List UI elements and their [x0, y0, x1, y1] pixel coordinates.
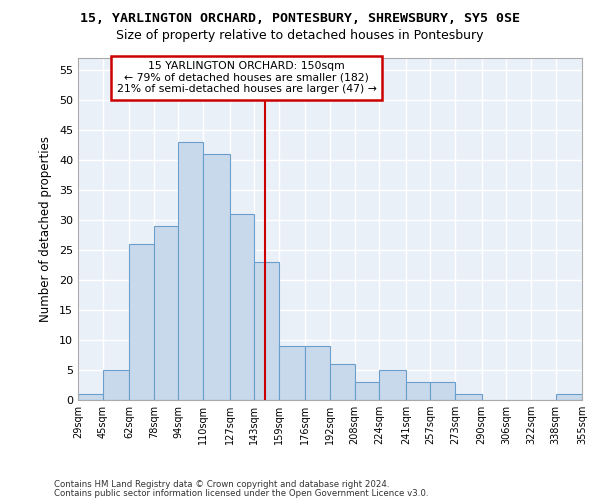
Bar — [254, 262, 279, 400]
Bar — [406, 382, 430, 400]
Bar — [178, 142, 203, 400]
Bar — [430, 382, 455, 400]
Bar — [330, 364, 355, 400]
Bar — [103, 370, 129, 400]
Bar — [78, 394, 103, 400]
Bar — [305, 346, 330, 400]
Bar — [556, 394, 582, 400]
Bar — [129, 244, 154, 400]
Y-axis label: Number of detached properties: Number of detached properties — [39, 136, 52, 322]
Bar — [455, 394, 482, 400]
Text: 15, YARLINGTON ORCHARD, PONTESBURY, SHREWSBURY, SY5 0SE: 15, YARLINGTON ORCHARD, PONTESBURY, SHRE… — [80, 12, 520, 26]
Text: Contains public sector information licensed under the Open Government Licence v3: Contains public sector information licen… — [54, 488, 428, 498]
Bar — [279, 346, 305, 400]
Bar — [355, 382, 379, 400]
Text: 15 YARLINGTON ORCHARD: 150sqm
← 79% of detached houses are smaller (182)
21% of : 15 YARLINGTON ORCHARD: 150sqm ← 79% of d… — [117, 61, 377, 94]
Bar — [230, 214, 254, 400]
Text: Size of property relative to detached houses in Pontesbury: Size of property relative to detached ho… — [116, 29, 484, 42]
Bar — [203, 154, 230, 400]
Text: Contains HM Land Registry data © Crown copyright and database right 2024.: Contains HM Land Registry data © Crown c… — [54, 480, 389, 489]
Bar — [154, 226, 178, 400]
Bar — [379, 370, 406, 400]
